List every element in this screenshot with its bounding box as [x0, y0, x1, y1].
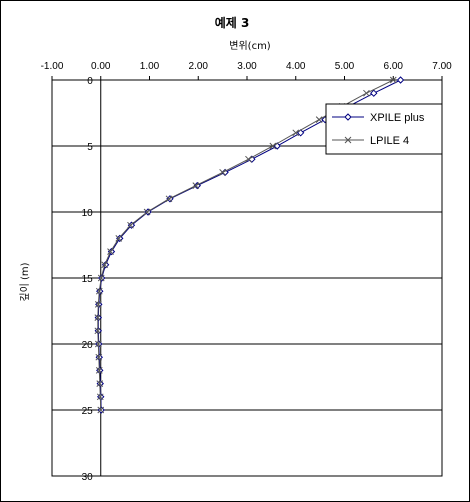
- data-point-diamond: [370, 89, 378, 97]
- data-point-x: [94, 340, 102, 348]
- legend-marker-xpile-diamond: [344, 113, 352, 121]
- y-tick-label: 15: [82, 274, 94, 285]
- legend: XPILE plus LPILE 4: [325, 103, 443, 155]
- data-point-x: [95, 367, 103, 374]
- x-tick-label: 1.00: [140, 61, 160, 72]
- data-point-x: [96, 393, 104, 401]
- data-point-x: [363, 89, 370, 97]
- data-point-x: [96, 380, 104, 387]
- legend-box: [325, 103, 443, 155]
- series-line: [97, 79, 394, 411]
- x-tick-label: 7.00: [432, 61, 452, 72]
- legend-marker-lpile-x: [344, 136, 352, 144]
- x-tick-label: 4.00: [286, 61, 306, 72]
- data-point-x: [127, 221, 134, 229]
- y-tick-label: 25: [82, 406, 94, 417]
- data-point-diamond: [396, 76, 405, 84]
- data-point-x: [107, 248, 114, 255]
- data-point-x: [97, 274, 105, 282]
- y-tick-label: 10: [82, 208, 94, 219]
- legend-label-lpile: LPILE 4: [370, 135, 409, 147]
- data-point-x: [315, 116, 323, 123]
- data-point-x: [389, 76, 397, 84]
- data-series: [94, 76, 405, 414]
- data-point-x: [143, 208, 151, 216]
- y-tick-label: 30: [82, 472, 94, 483]
- x-axis-label: 변위(cm): [229, 39, 271, 52]
- data-point-x: [269, 142, 277, 150]
- data-point-x: [165, 195, 173, 203]
- x-tick-label: 5.00: [335, 61, 355, 72]
- data-point-x: [192, 182, 200, 189]
- legend-label-xpile: XPILE plus: [370, 112, 425, 124]
- data-point-x: [94, 327, 102, 335]
- data-point-x: [97, 406, 105, 414]
- x-tick-label: 3.00: [237, 61, 257, 72]
- y-tick-label: 0: [87, 76, 93, 87]
- series-lpile-4: [94, 76, 397, 414]
- data-point-x: [245, 155, 252, 163]
- data-point-x: [292, 129, 300, 137]
- x-tick-label: -1.00: [41, 61, 64, 72]
- data-point-x: [115, 235, 123, 242]
- data-point-x: [95, 353, 103, 361]
- x-tick-label: 6.00: [384, 61, 404, 72]
- x-tick-label: 2.00: [189, 61, 209, 72]
- y-tick-label: 5: [87, 142, 93, 153]
- data-point-x: [219, 169, 226, 176]
- data-point-x: [94, 314, 102, 321]
- x-tick-label: 0.00: [91, 61, 111, 72]
- data-point-x: [94, 301, 102, 308]
- y-tick-label: 20: [82, 340, 94, 351]
- gridlines: [52, 145, 442, 411]
- data-point-x: [101, 261, 109, 269]
- y-axis-label: 깊이 (m): [19, 262, 31, 301]
- data-point-x: [95, 287, 103, 295]
- chart-title: 예제 3: [215, 15, 250, 30]
